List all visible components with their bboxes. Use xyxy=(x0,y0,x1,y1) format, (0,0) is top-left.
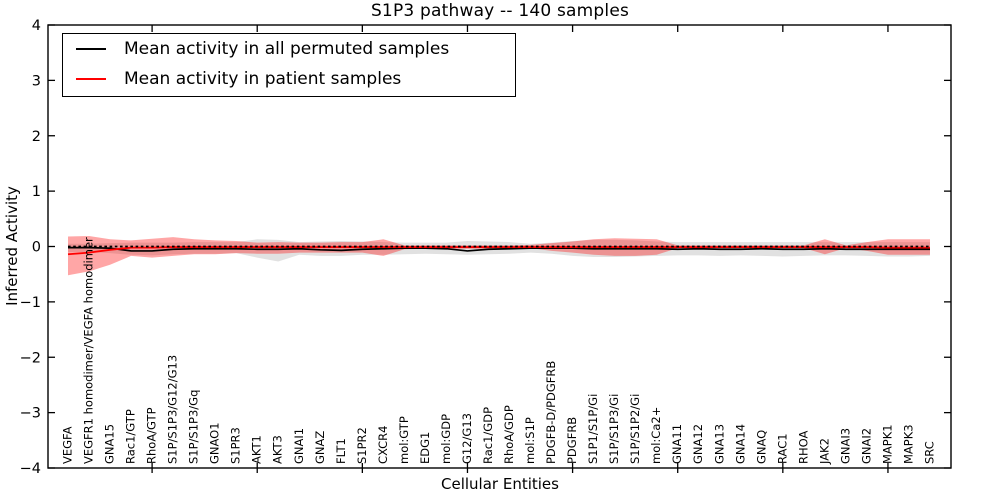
y-axis-label: Inferred Activity xyxy=(3,186,21,306)
x-category-label: PDGFRB xyxy=(565,417,579,464)
x-category-label: G12/G13 xyxy=(460,413,474,464)
y-tick-label: 2 xyxy=(32,129,41,145)
x-category-label: GNA12 xyxy=(691,424,705,464)
x-category-label: S1PR2 xyxy=(355,427,369,464)
x-category-label: RhoA/GTP xyxy=(145,407,159,464)
x-category-label: mol:S1P xyxy=(523,417,537,464)
chart-title: S1P3 pathway -- 140 samples xyxy=(370,1,630,21)
x-category-label: JAK2 xyxy=(817,438,831,465)
legend: Mean activity in all permuted samples Me… xyxy=(62,33,516,97)
x-category-label: GNA14 xyxy=(733,424,747,464)
patient-line-swatch xyxy=(76,78,106,80)
x-category-label: RAC1 xyxy=(775,433,789,464)
x-category-label: EDG1 xyxy=(418,432,432,464)
y-tick-label: −4 xyxy=(20,461,41,477)
x-category-label: S1PR3 xyxy=(229,427,243,464)
x-category-label: GNAI1 xyxy=(292,428,306,464)
x-category-label: S1P/S1P3/Gq xyxy=(187,390,201,464)
mean-permuted-line xyxy=(68,246,930,252)
x-category-label: GNAI3 xyxy=(838,428,852,464)
y-tick-label: −3 xyxy=(20,406,41,422)
x-category-label: SRC xyxy=(923,441,937,464)
y-axis-label-wrap: Inferred Activity xyxy=(3,146,21,346)
legend-item-patient: Mean activity in patient samples xyxy=(63,64,515,94)
x-category-label: FLT1 xyxy=(334,438,348,464)
legend-item-permuted: Mean activity in all permuted samples xyxy=(63,34,515,64)
x-category-label: GNAQ xyxy=(754,430,768,464)
y-tick-label: 0 xyxy=(32,240,41,256)
x-category-label: GNAZ xyxy=(313,431,327,464)
y-tick-label: 4 xyxy=(32,18,41,34)
permuted-range-band xyxy=(68,239,930,262)
x-category-label: S1P/S1P3/Gi xyxy=(607,394,621,464)
y-tick-label: 1 xyxy=(32,184,41,200)
x-category-label: GNAO1 xyxy=(208,422,222,464)
x-category-label: CXCR4 xyxy=(376,426,390,464)
x-category-label: S1P1/S1P/Gi xyxy=(586,394,600,464)
legend-label-patient: Mean activity in patient samples xyxy=(124,69,402,89)
x-category-label: mol:GTP xyxy=(397,416,411,464)
x-category-label: S1P/S1P3/G12/G13 xyxy=(166,355,180,464)
x-category-label: RhoA/GDP xyxy=(502,405,516,464)
x-category-label: S1P/S1P2/Gi xyxy=(628,394,642,464)
x-category-label: Rac1/GTP xyxy=(124,409,138,464)
x-category-label: VEGFR1 homodimer/VEGFA homodimer xyxy=(82,237,96,464)
x-category-label: GNA15 xyxy=(103,424,117,464)
x-category-label: AKT3 xyxy=(271,435,285,464)
x-category-label: mol:GDP xyxy=(439,414,453,464)
x-category-label: RHOA xyxy=(796,431,810,464)
permuted-line-swatch xyxy=(76,48,106,50)
x-category-label: PDGFB-D/PDGFRB xyxy=(544,361,558,464)
y-tick-label: −2 xyxy=(20,350,41,366)
x-category-label: mol:Ca2+ xyxy=(649,407,663,464)
x-category-label: AKT1 xyxy=(250,435,264,464)
y-tick-label: 3 xyxy=(32,73,41,89)
x-axis-label: Cellular Entities xyxy=(441,475,559,493)
x-category-label: MAPK1 xyxy=(880,424,894,464)
y-tick-label: −1 xyxy=(20,295,41,311)
x-category-label: MAPK3 xyxy=(901,424,915,464)
legend-label-permuted: Mean activity in all permuted samples xyxy=(124,39,450,59)
x-category-label: GNAI2 xyxy=(859,428,873,464)
x-category-label: GNA13 xyxy=(712,424,726,464)
x-category-label: GNA11 xyxy=(670,424,684,464)
x-category-label: Rac1/GDP xyxy=(481,407,495,464)
x-category-label: VEGFA xyxy=(61,426,75,464)
